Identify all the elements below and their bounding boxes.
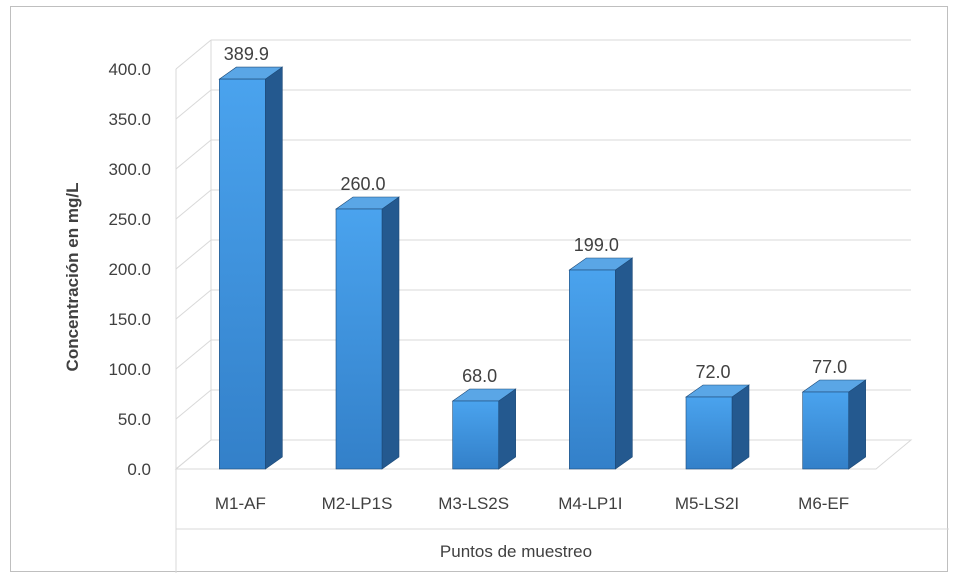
gridlines [175, 39, 911, 470]
plot-floor [174, 439, 949, 573]
gridline-side [175, 239, 212, 270]
floor-outline [174, 439, 913, 470]
y-tick-labels: 0.0 50.0 100.0 150.0 200.0 250.0 300.0 350.0 400… [108, 60, 151, 479]
bars [218, 66, 867, 470]
data-label: 389.9 [224, 44, 269, 64]
y-tick-label: 0.0 [127, 460, 151, 479]
gridline-side [175, 189, 212, 220]
x-tick-label: M4-LP1I [558, 494, 622, 513]
y-tick-label: 350.0 [108, 110, 151, 129]
y-tick-label: 300.0 [108, 160, 151, 179]
bar-M5-LS2I [685, 384, 750, 470]
bar-front-face [452, 400, 499, 470]
bar-M3-LS2S [451, 388, 517, 470]
bar-front-face [569, 269, 616, 470]
x-tick-label: M1-AF [215, 494, 266, 513]
data-label: 68.0 [462, 366, 497, 386]
gridline-side [175, 139, 212, 170]
bar-side-face [615, 257, 633, 470]
y-tick-label: 150.0 [108, 310, 151, 329]
gridline-side [175, 289, 212, 320]
bar-chart: 0.0 50.0 100.0 150.0 200.0 250.0 300.0 350.0 400… [63, 39, 949, 573]
gridline-side [175, 89, 212, 120]
x-tick-label: M2-LP1S [322, 494, 393, 513]
bar-M2-LP1S [335, 196, 400, 470]
x-tick-label: M5-LS2I [675, 494, 739, 513]
data-label: 72.0 [695, 362, 730, 382]
bar-front-face [685, 396, 733, 470]
gridline-side [175, 389, 212, 420]
y-tick-label: 400.0 [108, 60, 151, 79]
x-tick-labels: M1-AF M2-LP1S M3-LS2S M4-LP1I M5-LS2I M6-EF [215, 494, 849, 513]
data-label: 199.0 [574, 235, 619, 255]
bar-M1-AF [218, 66, 284, 470]
gridline-side [175, 39, 212, 70]
bar-side-face [265, 66, 283, 470]
bar-M6-EF [801, 379, 867, 470]
x-axis-title: Puntos de muestreo [440, 542, 592, 561]
data-label: 77.0 [812, 357, 847, 377]
data-label: 260.0 [340, 174, 385, 194]
bar-side-face [731, 384, 750, 470]
gridline-side [175, 339, 212, 370]
bar-M4-LP1I [568, 257, 634, 470]
y-tick-label: 100.0 [108, 360, 151, 379]
data-labels: 389.9 260.0 68.0 199.0 72.0 77.0 [224, 44, 847, 386]
bar-front-face [219, 78, 266, 470]
bar-side-face [848, 379, 866, 470]
x-tick-label: M3-LS2S [438, 494, 509, 513]
bar-side-face [498, 388, 516, 470]
bar-side-face [381, 196, 400, 470]
y-axis-title: Concentración en mg/L [63, 183, 82, 372]
bar-front-face [802, 391, 849, 470]
x-tick-label: M6-EF [798, 494, 849, 513]
y-tick-label: 50.0 [118, 410, 151, 429]
y-tick-label: 250.0 [108, 210, 151, 229]
bar-front-face [335, 208, 383, 470]
chart-frame: 0.0 50.0 100.0 150.0 200.0 250.0 300.0 350.0 400… [10, 6, 949, 573]
y-tick-label: 200.0 [108, 260, 151, 279]
